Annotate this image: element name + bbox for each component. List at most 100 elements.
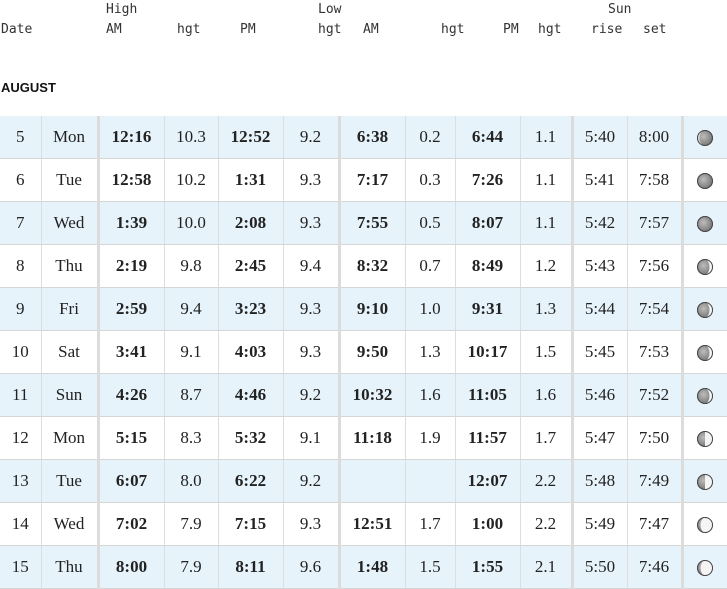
low-am-height: 1.3 [405,330,456,374]
table-row: 14 Wed 7:02 7.9 7:15 9.3 12:51 1.7 1:00 … [0,502,727,546]
sunrise-cell: 5:50 [572,545,628,589]
high-pm-height: 9.3 [283,330,341,374]
sunrise-cell: 5:45 [572,330,628,374]
weekday-cell: Tue [41,158,100,202]
high-am-time: 2:59 [98,287,165,331]
header-low-am-hgt: hgt [441,22,465,37]
high-pm-time: 6:22 [218,459,284,503]
table-row: 15 Thu 8:00 7.9 8:11 9.6 1:48 1.5 1:55 2… [0,545,727,589]
table-row: 12 Mon 5:15 8.3 5:32 9.1 11:18 1.9 11:57… [0,416,727,460]
header-low: Low [318,2,342,17]
moon-phase-icon [696,387,714,405]
low-am-time: 10:32 [339,373,406,417]
moon-phase-icon [696,344,714,362]
low-pm-height: 1.5 [520,330,574,374]
low-pm-time: 11:57 [455,416,521,460]
high-am-height: 8.7 [164,373,219,417]
sunset-cell: 7:46 [627,545,684,589]
high-pm-time: 2:45 [218,244,284,288]
table-row: 10 Sat 3:41 9.1 4:03 9.3 9:50 1.3 10:17 … [0,330,727,374]
sunset-cell: 7:50 [627,416,684,460]
weekday-cell: Mon [41,116,100,159]
day-cell: 9 [0,287,42,331]
low-am-time: 9:50 [339,330,406,374]
weekday-cell: Thu [41,545,100,589]
low-pm-time: 8:49 [455,244,521,288]
low-am-height [405,459,456,503]
low-pm-height: 1.1 [520,201,574,245]
low-am-time: 6:38 [339,116,406,159]
day-cell: 8 [0,244,42,288]
low-am-height: 1.9 [405,416,456,460]
low-am-time: 7:17 [339,158,406,202]
high-am-height: 9.8 [164,244,219,288]
sunset-cell: 7:56 [627,244,684,288]
header-high-pm: PM [240,22,256,37]
low-pm-time: 9:31 [455,287,521,331]
high-am-time: 5:15 [98,416,165,460]
high-am-height: 10.2 [164,158,219,202]
sunset-cell: 7:53 [627,330,684,374]
low-am-time: 7:55 [339,201,406,245]
high-am-height: 9.1 [164,330,219,374]
low-am-height: 1.6 [405,373,456,417]
high-pm-time: 2:08 [218,201,284,245]
high-pm-time: 7:15 [218,502,284,546]
sunset-cell: 7:57 [627,201,684,245]
sunrise-cell: 5:43 [572,244,628,288]
moon-phase-cell [682,330,727,374]
high-pm-height: 9.3 [283,201,341,245]
high-am-time: 3:41 [98,330,165,374]
moon-phase-icon [696,215,714,233]
day-cell: 5 [0,116,42,159]
sunset-cell: 7:54 [627,287,684,331]
low-pm-height: 1.7 [520,416,574,460]
moon-phase-icon [696,430,714,448]
header-high: High [106,2,138,17]
header-high-pm-hgt: hgt [318,22,342,37]
high-pm-height: 9.3 [283,502,341,546]
low-pm-time: 12:07 [455,459,521,503]
moon-phase-icon [696,473,714,491]
high-am-time: 12:58 [98,158,165,202]
weekday-cell: Sun [41,373,100,417]
moon-phase-icon [696,258,714,276]
table-row: 9 Fri 2:59 9.4 3:23 9.3 9:10 1.0 9:31 1.… [0,287,727,331]
weekday-cell: Tue [41,459,100,503]
low-pm-time: 1:55 [455,545,521,589]
high-am-time: 1:39 [98,201,165,245]
day-cell: 10 [0,330,42,374]
low-am-time: 12:51 [339,502,406,546]
high-am-time: 4:26 [98,373,165,417]
high-am-height: 10.3 [164,116,219,159]
day-cell: 7 [0,201,42,245]
low-pm-time: 11:05 [455,373,521,417]
moon-phase-cell [682,158,727,202]
low-pm-height: 2.2 [520,502,574,546]
high-pm-height: 9.2 [283,116,341,159]
high-am-height: 8.3 [164,416,219,460]
header-date: Date [1,22,33,37]
sunrise-cell: 5:47 [572,416,628,460]
table-row: 7 Wed 1:39 10.0 2:08 9.3 7:55 0.5 8:07 1… [0,201,727,245]
month-heading: AUGUST [1,80,56,95]
moon-phase-cell [682,244,727,288]
moon-phase-cell [682,416,727,460]
header-sunset: set [643,22,667,37]
high-am-time: 12:16 [98,116,165,159]
sunrise-cell: 5:42 [572,201,628,245]
low-pm-height: 2.2 [520,459,574,503]
day-cell: 12 [0,416,42,460]
high-pm-height: 9.3 [283,287,341,331]
day-cell: 13 [0,459,42,503]
day-cell: 11 [0,373,42,417]
high-pm-time: 3:23 [218,287,284,331]
high-pm-height: 9.2 [283,373,341,417]
sunset-cell: 7:49 [627,459,684,503]
weekday-cell: Sat [41,330,100,374]
moon-phase-icon [696,172,714,190]
low-am-time [339,459,406,503]
table-row: 6 Tue 12:58 10.2 1:31 9.3 7:17 0.3 7:26 … [0,158,727,202]
low-pm-time: 8:07 [455,201,521,245]
header-low-am: AM [363,22,379,37]
